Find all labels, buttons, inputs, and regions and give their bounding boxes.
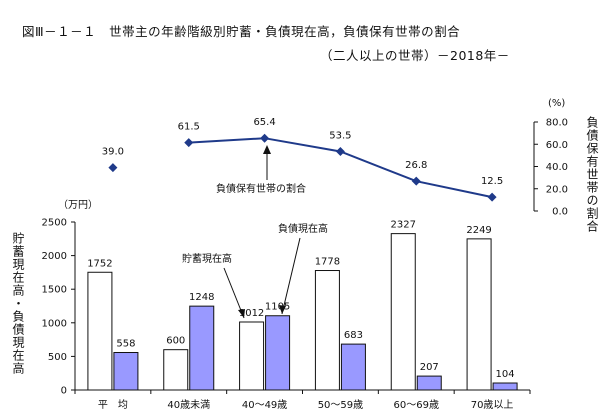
debt-bar: [113, 352, 139, 391]
savings-bar: [466, 238, 492, 391]
ratio-point: [487, 192, 497, 202]
debt-bar: [265, 315, 291, 391]
ratio-annotation-label: 負債保有世帯の割合: [216, 182, 306, 195]
savings-value-label: 2327: [391, 220, 416, 231]
ratio-point: [260, 133, 270, 143]
category-label: 60～69歳: [394, 399, 439, 411]
debt-bar: [340, 343, 366, 391]
bar-y-tick-label: 500: [48, 352, 67, 363]
ratio-point: [108, 163, 118, 173]
line-y-tick-label: 80.0: [546, 118, 568, 129]
debt-value-label: 104: [496, 369, 515, 380]
bar-y-tick-label: 2000: [42, 251, 67, 262]
ratio-point: [335, 146, 345, 156]
savings-bar: [239, 321, 265, 391]
chart-subtitle: （二人以上の世帯）－2018年－: [320, 48, 510, 63]
ratio-point: [411, 176, 421, 186]
bar-y-tick-label: 1500: [42, 285, 67, 296]
ratio-value-label: 61.5: [178, 122, 200, 133]
category-label: 40～49歳: [242, 399, 287, 411]
debt-bar: [492, 382, 518, 391]
chart-title: 図Ⅲ－１－１ 世帯主の年齢階級別貯蓄・負債現在高，負債保有世帯の割合: [22, 24, 460, 39]
category-label: 40歳未満: [167, 399, 210, 411]
debt-annotation-label: 負債現在高: [278, 222, 328, 235]
savings-annotation-arrowhead: [238, 309, 245, 318]
line-y-tick-label: 20.0: [546, 184, 568, 195]
ratio-value-label: 12.5: [481, 176, 503, 187]
debt-value-label: 558: [116, 339, 135, 350]
ratio-point: [184, 138, 194, 148]
line-y-axis-title: 負債保有世帯の割合: [585, 116, 599, 233]
ratio-annotation-arrowhead: [263, 145, 271, 154]
savings-value-label: 600: [166, 336, 185, 347]
bar-y-tick-label: 2500: [42, 218, 67, 229]
line-y-tick-label: 60.0: [546, 140, 568, 151]
debt-bar: [416, 375, 442, 391]
line-y-tick-label: 40.0: [546, 162, 568, 173]
savings-bar: [314, 270, 340, 391]
savings-annotation-label: 貯蓄現在高: [182, 252, 232, 265]
bar-y-tick-label: 1000: [42, 318, 67, 329]
debt-annotation-arrow: [281, 237, 301, 315]
savings-bar: [87, 271, 113, 391]
ratio-value-label: 53.5: [329, 130, 351, 141]
savings-bar: [390, 233, 416, 391]
bar-y-unit: （万円）: [58, 199, 98, 211]
bar-plot-area: 0 500 1000 1500 2000 2500 1752 558 平 均 600 1248 40歳…: [42, 218, 531, 411]
savings-value-label: 1752: [87, 258, 112, 269]
ratio-value-label: 26.8: [405, 160, 427, 171]
category-label: 平 均: [98, 399, 128, 411]
savings-value-label: 1012: [239, 308, 264, 319]
debt-bar: [189, 305, 215, 391]
savings-value-label: 1778: [315, 257, 340, 268]
line-plot-area: 0.0 20.0 40.0 60.0 80.0 39.0 61.5 65.4 53.5 26.8 1…: [102, 117, 568, 217]
ratio-value-label: 65.4: [253, 117, 275, 128]
ratio-value-label: 39.0: [102, 147, 124, 158]
category-label: 70歳以上: [471, 399, 514, 411]
debt-value-label: 1248: [189, 292, 214, 303]
bar-y-tick-label: 0: [61, 386, 67, 397]
debt-value-label: 207: [420, 362, 439, 373]
savings-bar: [163, 349, 189, 391]
debt-annotation-arrowhead: [279, 305, 286, 314]
savings-value-label: 2249: [466, 225, 491, 236]
line-y-tick-label: 0.0: [552, 207, 568, 218]
line-y-unit: (%): [548, 98, 565, 109]
category-label: 50～59歳: [318, 399, 363, 411]
debt-value-label: 683: [344, 330, 363, 341]
bar-y-axis-title: 貯蓄現在高・負債現在高: [11, 232, 25, 375]
debt-value-label: 1105: [265, 302, 290, 313]
